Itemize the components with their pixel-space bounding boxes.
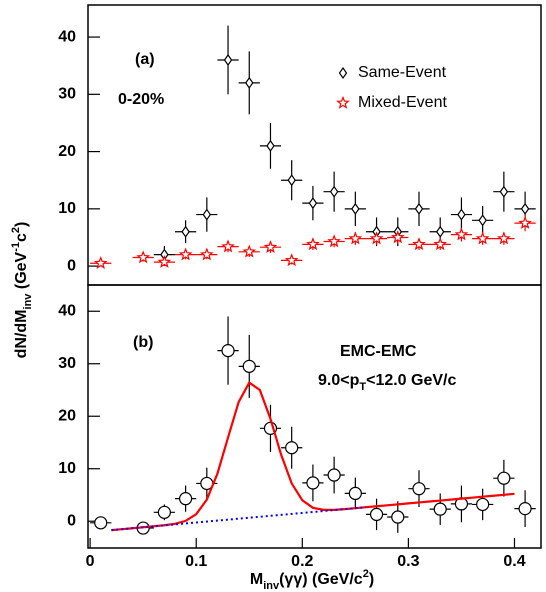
point [157, 505, 171, 519]
point [329, 185, 339, 198]
y-tick-label: 40 [58, 28, 76, 45]
x-axis-label: Minv(γγ) (GeV/c2) [250, 568, 374, 592]
point [285, 441, 299, 455]
y-axis-label: dN/dMinv (GeV-1c2) [10, 222, 34, 359]
point [157, 254, 172, 268]
point [94, 516, 108, 530]
x-tick-label: 0 [86, 553, 95, 570]
annotation: 0-20% [118, 91, 164, 108]
point [475, 231, 490, 245]
x-tick-label: 0.2 [291, 553, 313, 570]
point [348, 486, 362, 501]
x-axis-label-part: 2 [363, 568, 369, 580]
y-tick-label: 0 [67, 512, 76, 529]
y-axis-label-part: -1 [10, 242, 22, 252]
point [478, 214, 487, 227]
point [181, 225, 190, 238]
annotation-part: <12.0 GeV/c [366, 372, 456, 389]
point [200, 247, 214, 261]
point [221, 239, 235, 253]
point [306, 476, 320, 490]
point [284, 253, 299, 267]
y-axis-label-part: 2 [10, 227, 22, 233]
legend-marker [338, 66, 348, 80]
point [497, 231, 511, 245]
legend-marker [336, 95, 350, 109]
point [391, 510, 405, 524]
point [263, 240, 278, 253]
y-tick-label: 20 [58, 143, 76, 160]
point [221, 344, 235, 358]
point [518, 502, 532, 516]
point [308, 197, 318, 210]
point [306, 237, 320, 251]
x-axis-label-part: ) [369, 571, 374, 588]
y-tick-label: 20 [58, 407, 76, 424]
x-axis-label-part: M [250, 571, 263, 588]
annotation: 9.0<pT<12.0 GeV/c [318, 372, 456, 393]
y-tick-label: 30 [58, 355, 76, 372]
annotation: (b) [133, 334, 153, 351]
point [136, 250, 150, 264]
point [242, 244, 257, 258]
point [93, 256, 108, 270]
point [433, 237, 447, 251]
y-axis-label-part: inv [22, 293, 34, 310]
point [327, 234, 341, 248]
point [327, 468, 341, 482]
point [518, 216, 532, 229]
y-tick-label: 0 [67, 257, 76, 274]
y-axis-label-part: dN/dM [13, 309, 30, 358]
annotation-part: 9.0<p [318, 372, 360, 389]
point [351, 202, 360, 215]
y-tick-label: 40 [58, 302, 76, 319]
y-tick-label: 10 [58, 460, 76, 477]
y-axis-label-part: c [13, 233, 30, 242]
point [178, 247, 193, 261]
annotation: (a) [135, 51, 155, 68]
point [454, 227, 469, 241]
point [457, 208, 466, 221]
point [435, 225, 445, 238]
point [476, 497, 490, 512]
point [266, 139, 275, 152]
y-tick-label: 10 [58, 200, 76, 217]
point [369, 507, 384, 522]
point [414, 202, 424, 215]
point [348, 231, 363, 245]
point [369, 231, 384, 245]
x-tick-label: 0.3 [397, 553, 419, 570]
point [497, 471, 511, 485]
point [520, 202, 530, 215]
y-axis-label-part: (GeV [13, 251, 30, 293]
point [433, 502, 447, 516]
x-tick-label: 0.4 [503, 553, 525, 570]
legend-label: Same-Event [358, 64, 447, 81]
x-axis-label-part: inv [263, 580, 280, 592]
y-tick-label: 30 [58, 86, 76, 103]
y-axis-label-part: ) [13, 222, 30, 227]
x-tick-label: 0.1 [185, 553, 207, 570]
point [412, 482, 426, 496]
point [223, 53, 233, 67]
point [202, 208, 212, 221]
point [391, 230, 405, 244]
point [179, 492, 193, 506]
annotation-part: T [359, 381, 366, 393]
point [287, 174, 296, 187]
point [499, 185, 509, 198]
point [242, 359, 256, 373]
annotation: EMC-EMC [340, 343, 417, 360]
point [412, 237, 426, 251]
point [245, 76, 254, 89]
legend-label: Mixed-Event [358, 94, 447, 111]
fit-line [111, 381, 515, 532]
x-axis-label-part: (γγ) (GeV/c [279, 571, 363, 588]
